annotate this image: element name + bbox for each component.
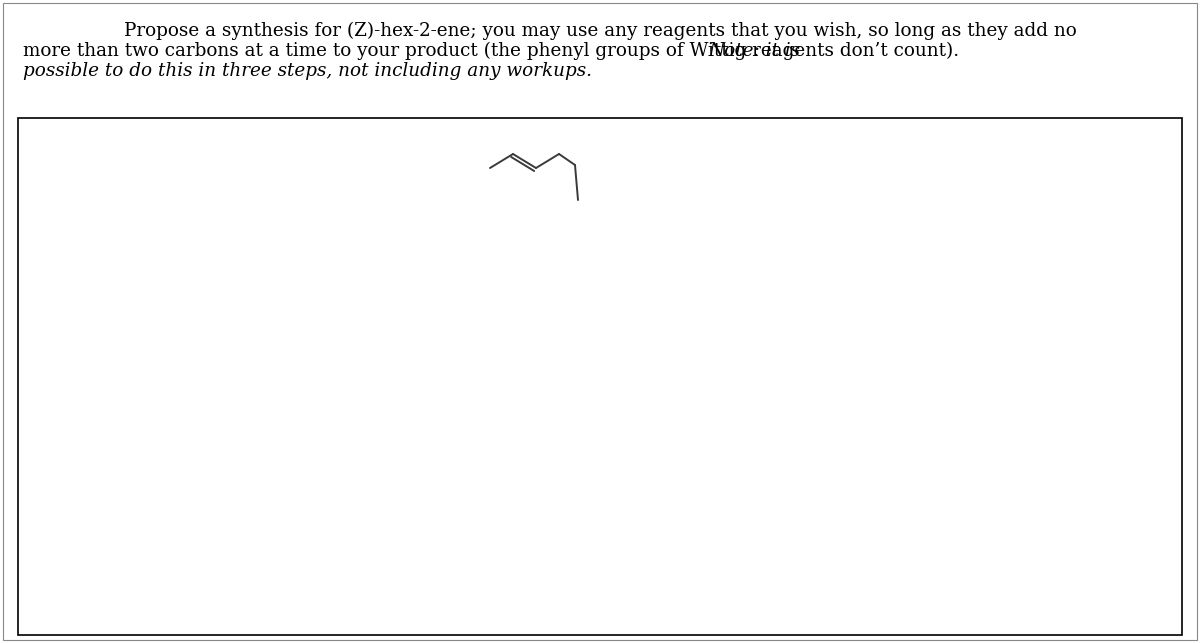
Text: Propose a synthesis for (Z)-hex-2-ene; you may use any reagents that you wish, s: Propose a synthesis for (Z)-hex-2-ene; y… bbox=[124, 22, 1076, 41]
Text: Note: it is: Note: it is bbox=[708, 42, 800, 60]
Text: possible to do this in three steps, not including any workups.: possible to do this in three steps, not … bbox=[23, 62, 592, 80]
Bar bbox=[18, 118, 1182, 635]
Text: more than two carbons at a time to your product (the phenyl groups of Wittig rea: more than two carbons at a time to your … bbox=[23, 42, 965, 60]
